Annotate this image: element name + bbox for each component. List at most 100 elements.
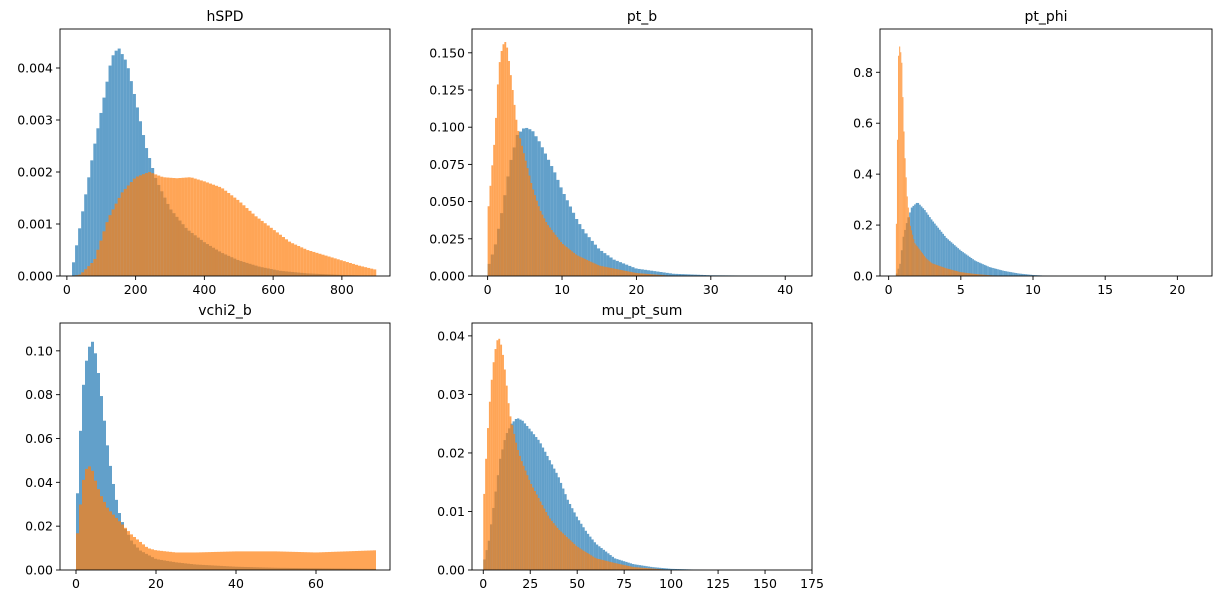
- histogram-bar: [241, 551, 244, 570]
- histogram-bar: [1020, 273, 1023, 276]
- histogram-bar: [571, 542, 574, 570]
- histogram-bar: [908, 217, 910, 276]
- histogram-bar: [232, 551, 235, 570]
- histogram-bar: [968, 256, 971, 276]
- histogram-bar: [160, 176, 164, 276]
- histogram-bar: [575, 254, 577, 276]
- histogram-bar: [522, 153, 525, 276]
- histogram-bar: [78, 274, 82, 276]
- histogram-bar: [914, 243, 916, 276]
- histogram-bar: [678, 274, 682, 276]
- histogram-bar: [573, 512, 576, 570]
- histogram-bar: [929, 217, 931, 276]
- histogram-bar: [211, 552, 214, 570]
- subplot-pt-b: pt_b 0 10 20 30 40 0.000 0.025 0.050 0.075 0.100 0.…: [429, 9, 813, 297]
- histogram-bar: [562, 488, 565, 570]
- histogram-bar: [954, 270, 956, 276]
- histogram-bar: [973, 260, 976, 276]
- histogram-bar: [257, 218, 261, 276]
- y-tick-label: 0.6: [853, 116, 873, 131]
- histogram-bar: [580, 549, 583, 570]
- histogram-bar: [594, 557, 596, 570]
- histogram-bar: [606, 267, 609, 276]
- histogram-bar: [130, 534, 133, 570]
- y-tick-label: 0.004: [17, 61, 53, 76]
- histogram-bar: [564, 535, 566, 570]
- histogram-bar: [684, 274, 688, 276]
- histogram-bar: [315, 252, 319, 276]
- histogram-bar: [983, 274, 985, 276]
- histogram-bar: [587, 237, 591, 276]
- histogram-bar: [645, 273, 648, 276]
- histogram-bar: [556, 179, 560, 276]
- histogram-bar: [272, 230, 276, 276]
- histogram-bar: [175, 178, 179, 276]
- histogram-bar: [322, 552, 325, 570]
- histogram-bar: [259, 551, 262, 570]
- subplot-hSPD: hSPD 0 200 400 600 800 0.000 0.001 0.002 0.003 0.0…: [17, 9, 391, 297]
- histogram-bar: [268, 551, 271, 570]
- subplot-title: hSPD: [207, 9, 244, 25]
- histogram-bar: [127, 531, 130, 570]
- histogram-bar: [560, 531, 563, 570]
- histogram-bar: [634, 268, 638, 276]
- histogram-bar: [656, 568, 658, 570]
- histogram-bar: [668, 568, 671, 570]
- histogram-bar: [601, 266, 603, 276]
- y-tick-label: 0.03: [437, 387, 465, 402]
- histogram-bar: [643, 269, 647, 276]
- histogram-bar: [87, 266, 91, 276]
- histogram-bar: [370, 268, 374, 276]
- histogram-bar: [631, 267, 635, 276]
- histogram-bar: [1002, 270, 1004, 276]
- histogram-bar: [670, 568, 673, 570]
- x-tick-label: 0: [885, 282, 893, 297]
- histogram-bar: [548, 460, 551, 570]
- histogram-bar: [102, 97, 106, 276]
- histogram-bar: [496, 340, 499, 570]
- histogram-bar: [988, 267, 991, 276]
- histogram-bar: [309, 251, 313, 276]
- histogram-bar: [111, 209, 115, 276]
- histogram-bar: [965, 272, 967, 276]
- histogram-bar: [630, 272, 633, 276]
- histogram-bar: [901, 62, 903, 276]
- histogram-bar: [543, 508, 546, 570]
- histogram-bar: [980, 274, 982, 276]
- histogram-bar: [970, 258, 973, 276]
- histogram-bar: [100, 396, 103, 570]
- histogram-bar: [187, 177, 191, 276]
- x-tick-label: 75: [616, 576, 632, 591]
- histogram-bar: [956, 271, 958, 276]
- histogram-bar: [602, 266, 605, 276]
- histogram-bar: [635, 567, 638, 570]
- histogram-bar: [208, 183, 212, 276]
- x-tick-label: 10: [554, 282, 570, 297]
- histogram-bar: [244, 551, 247, 570]
- histogram-bar: [950, 269, 952, 276]
- histogram-bar: [214, 551, 217, 570]
- histogram-bar: [288, 241, 292, 276]
- histogram-bar: [530, 183, 533, 276]
- histogram-bar: [190, 177, 194, 276]
- histogram-bar: [650, 270, 654, 276]
- histogram-bar: [495, 117, 497, 276]
- histogram-bar: [1022, 273, 1024, 276]
- histogram-bar: [521, 145, 523, 276]
- histogram-bar: [528, 479, 531, 570]
- y-tick-label: 0.08: [25, 387, 53, 402]
- histogram-bar: [81, 211, 85, 276]
- histogram-bar: [926, 258, 928, 276]
- histogram-bar: [327, 256, 331, 276]
- histogram-bar: [973, 273, 975, 276]
- histogram-bar: [157, 175, 161, 276]
- histogram-bar: [166, 551, 169, 570]
- histogram-bar: [615, 269, 618, 276]
- histogram-bar: [349, 551, 352, 570]
- histogram-bar: [178, 178, 182, 276]
- histogram-bar: [953, 270, 955, 276]
- histogram-bar: [520, 461, 523, 570]
- histogram-bar: [517, 450, 519, 570]
- histogram-bar: [136, 539, 139, 570]
- histogram-bar: [552, 523, 555, 570]
